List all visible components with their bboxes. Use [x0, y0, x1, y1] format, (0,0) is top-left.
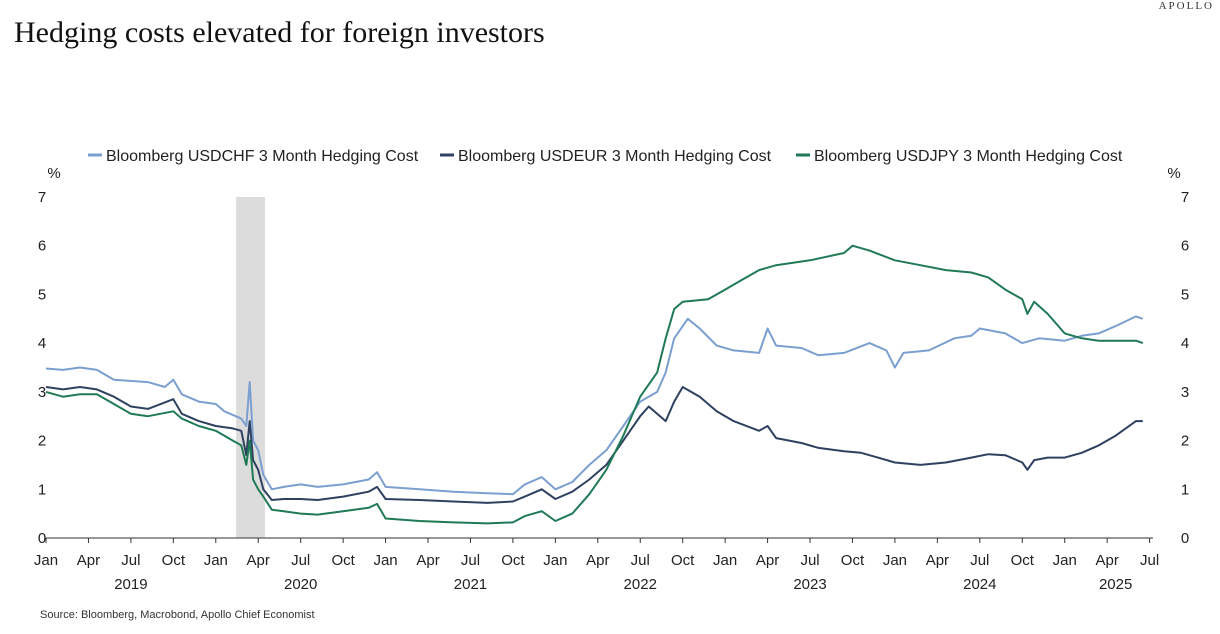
legend-label-eur: Bloomberg USDEUR 3 Month Hedging Cost: [458, 148, 772, 165]
series-group: [45, 244, 1144, 525]
y-tick-left-0: 0: [38, 530, 46, 547]
y-tick-right-1: 1: [1181, 481, 1189, 498]
x-tick-label-20: Jan: [883, 552, 907, 569]
x-tick-label-17: Apr: [756, 552, 779, 569]
x-tick-label-26: Jul: [1140, 552, 1159, 569]
x-year-label-2: 2021: [454, 576, 487, 593]
x-year-label-6: 2025: [1099, 576, 1132, 593]
series-line-chf: [45, 315, 1144, 496]
y-tick-right-6: 6: [1181, 238, 1189, 255]
x-tick-label-1: Apr: [77, 552, 100, 569]
y-tick-left-4: 4: [38, 335, 46, 352]
x-tick-label-13: Apr: [586, 552, 609, 569]
legend: Bloomberg USDCHF 3 Month Hedging Cost Blo…: [88, 148, 1123, 165]
x-tick-label-23: Oct: [1011, 552, 1035, 569]
x-tick-label-10: Jul: [461, 552, 480, 569]
x-tick-label-12: Jan: [543, 552, 567, 569]
y-tick-left-5: 5: [38, 286, 46, 303]
x-tick-label-18: Jul: [800, 552, 819, 569]
x-tick-label-4: Jan: [204, 552, 228, 569]
y-tick-left-3: 3: [38, 384, 46, 401]
legend-label-jpy: Bloomberg USDJPY 3 Month Hedging Cost: [814, 148, 1123, 165]
x-tick-label-16: Jan: [713, 552, 737, 569]
y-tick-left-2: 2: [38, 433, 46, 450]
x-tick-label-19: Oct: [841, 552, 865, 569]
brand-logo: APOLLO: [1158, 0, 1214, 12]
source-note: Source: Bloomberg, Macrobond, Apollo Chi…: [40, 609, 315, 621]
x-tick-label-9: Apr: [416, 552, 439, 569]
y-tick-right-5: 5: [1181, 286, 1189, 303]
y-tick-right-7: 7: [1181, 189, 1189, 206]
x-year-label-4: 2023: [793, 576, 826, 593]
x-tick-label-11: Oct: [501, 552, 525, 569]
x-tick-label-3: Oct: [162, 552, 186, 569]
y-tick-left-7: 7: [38, 189, 46, 206]
x-tick-label-21: Apr: [926, 552, 949, 569]
x-tick-label-7: Oct: [331, 552, 355, 569]
series-line-jpy: [45, 244, 1144, 525]
x-tick-label-24: Jan: [1053, 552, 1077, 569]
x-tick-label-14: Jul: [631, 552, 650, 569]
x-year-label-1: 2020: [284, 576, 317, 593]
y-axis: 0 0 1 1 2 2 3 3 4 4 5 5 6 6 7 7: [38, 189, 1189, 547]
y-tick-right-2: 2: [1181, 433, 1189, 450]
x-year-label-5: 2024: [963, 576, 996, 593]
legend-label-chf: Bloomberg USDCHF 3 Month Hedging Cost: [106, 148, 419, 165]
x-tick-label-5: Apr: [247, 552, 270, 569]
x-year-label-0: 2019: [114, 576, 147, 593]
x-tick-label-15: Oct: [671, 552, 695, 569]
y-tick-left-1: 1: [38, 481, 46, 498]
y-axis-label-right: %: [1167, 165, 1180, 182]
x-tick-label-0: Jan: [34, 552, 58, 569]
y-tick-right-4: 4: [1181, 335, 1189, 352]
x-tick-label-22: Jul: [970, 552, 989, 569]
y-tick-right-0: 0: [1181, 530, 1189, 547]
x-axis: Jan Apr Jul Oct Jan Apr Jul Oct Jan Apr Jul Oct Jan A…: [34, 537, 1159, 593]
x-tick-label-2: Jul: [121, 552, 140, 569]
x-year-label-3: 2022: [624, 576, 657, 593]
recession-band: [236, 197, 266, 538]
y-tick-left-6: 6: [38, 238, 46, 255]
y-axis-label-left: %: [47, 165, 60, 182]
series-line-eur: [45, 386, 1143, 504]
x-tick-label-8: Jan: [373, 552, 397, 569]
x-tick-label-25: Apr: [1095, 552, 1118, 569]
y-tick-right-3: 3: [1181, 384, 1189, 401]
x-tick-label-6: Jul: [291, 552, 310, 569]
chart-title: Hedging costs elevated for foreign inves…: [14, 16, 545, 49]
